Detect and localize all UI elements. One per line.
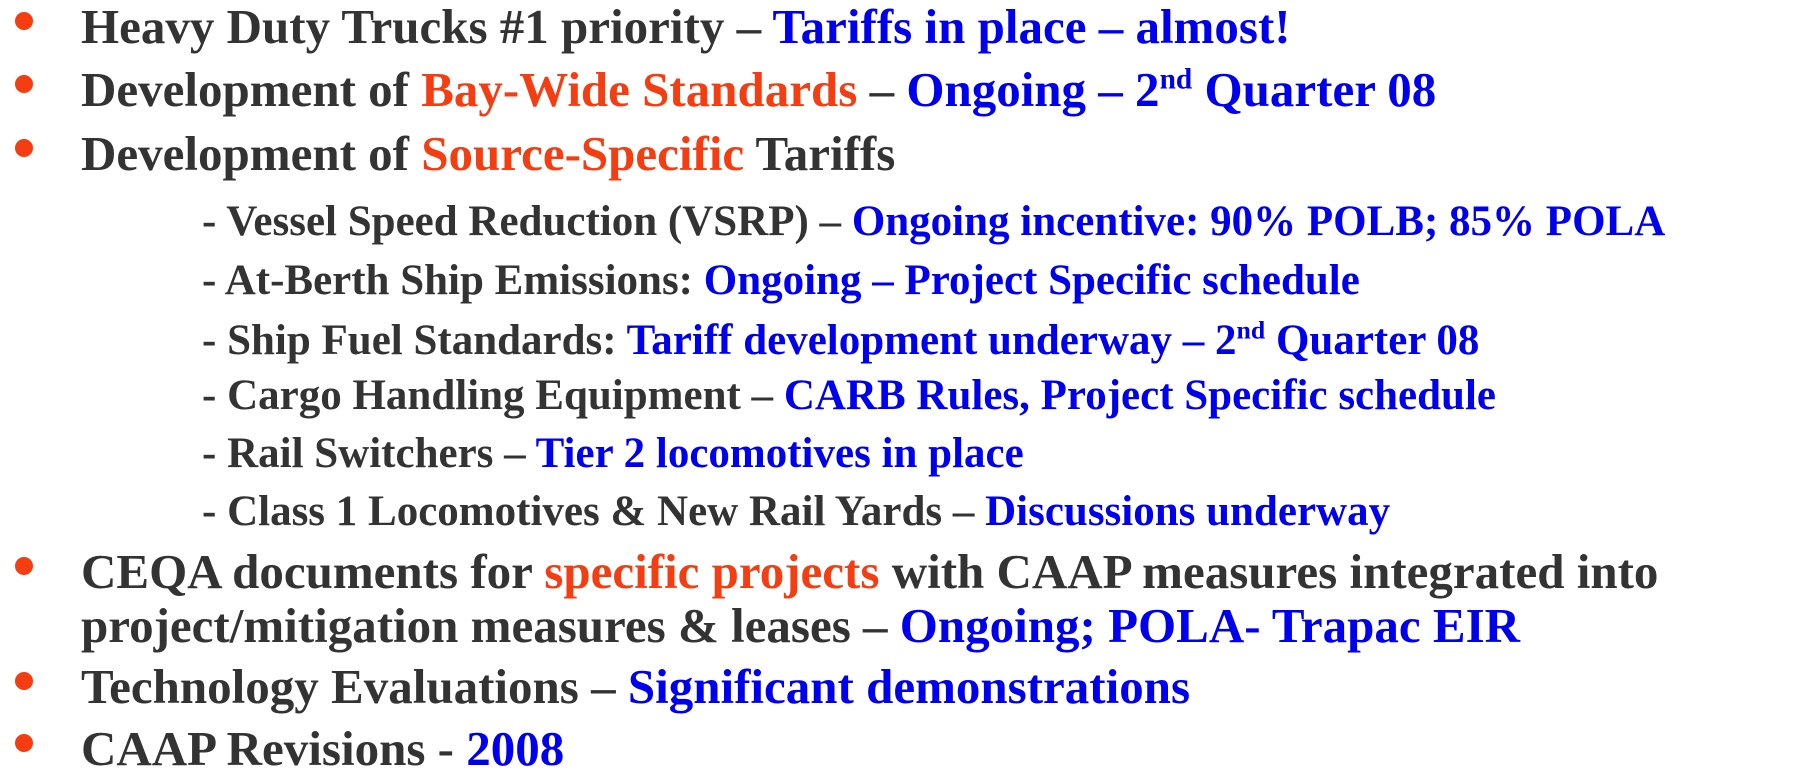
- text-segment: 2008: [466, 721, 565, 770]
- text-segment: Development of: [81, 126, 422, 181]
- text-segment: - Class 1 Locomotives & New Rail Yards –: [202, 488, 986, 535]
- text-segment: - Ship Fuel Standards:: [202, 317, 627, 364]
- text-segment: - Rail Switchers –: [202, 430, 536, 477]
- text-segment: Tariffs: [744, 126, 896, 181]
- text-segment: CEQA documents for: [81, 544, 545, 599]
- text-segment: Bay-Wide Standards: [421, 62, 858, 117]
- text-segment: Tariff development underway – 2: [626, 317, 1237, 364]
- text-segment: with CAAP measures integrated into proje…: [81, 544, 1659, 653]
- superscript: nd: [1236, 315, 1266, 345]
- bullet-dot: [15, 12, 33, 30]
- text-segment: CAAP Revisions -: [81, 721, 467, 770]
- text-segment: Quarter 08: [1265, 317, 1480, 364]
- text-segment: - Cargo Handling Equipment –: [202, 372, 784, 419]
- bullet-dot: [15, 672, 33, 690]
- bullet-item: Development of Bay-Wide Standards – Ongo…: [81, 63, 1436, 117]
- bullet-item: - Rail Switchers – Tier 2 locomotives in…: [202, 429, 1024, 479]
- text-segment: Development of: [81, 62, 422, 117]
- bullet-item: Heavy Duty Trucks #1 priority – Tariffs …: [81, 0, 1291, 54]
- bullet-item: - At-Berth Ship Emissions: Ongoing – Pro…: [202, 256, 1360, 306]
- bullet-item: - Class 1 Locomotives & New Rail Yards –…: [202, 487, 1390, 537]
- bullet-dot: [15, 139, 33, 157]
- bullet-dot: [15, 734, 33, 752]
- bullet-item: - Vessel Speed Reduction (VSRP) – Ongoin…: [202, 197, 1665, 247]
- text-segment: Ongoing – 2: [906, 62, 1160, 117]
- text-segment: Significant demonstrations: [627, 659, 1191, 714]
- text-segment: specific projects: [544, 544, 880, 599]
- bullet-dot: [15, 75, 33, 93]
- bullet-dot: [15, 557, 33, 575]
- text-segment: CARB Rules, Project Specific schedule: [783, 372, 1496, 419]
- text-segment: - At-Berth Ship Emissions:: [202, 257, 704, 304]
- bullet-item: CEQA documents for specific projects wit…: [81, 545, 1781, 653]
- bullet-item: Development of Source-Specific Tariffs: [81, 127, 895, 181]
- text-segment: Quarter 08: [1192, 62, 1437, 117]
- text-segment: Source-Specific: [421, 126, 745, 181]
- text-segment: Technology Evaluations –: [81, 659, 628, 714]
- text-segment: Ongoing; POLA- Trapac EIR: [899, 598, 1521, 653]
- text-segment: - Vessel Speed Reduction (VSRP) –: [202, 198, 852, 245]
- text-segment: Tariffs in place – almost!: [772, 0, 1291, 54]
- superscript: nd: [1159, 63, 1193, 96]
- bullet-item: - Cargo Handling Equipment – CARB Rules,…: [202, 371, 1496, 421]
- bullet-item: CAAP Revisions - 2008: [81, 722, 564, 770]
- text-segment: Tier 2 locomotives in place: [535, 430, 1024, 477]
- text-segment: Heavy Duty Trucks #1 priority –: [81, 0, 773, 54]
- bullet-item: Technology Evaluations – Significant dem…: [81, 660, 1190, 714]
- text-segment: –: [857, 62, 907, 117]
- text-segment: Ongoing incentive: 90% POLB; 85% POLA: [851, 198, 1666, 245]
- text-segment: Ongoing – Project Specific schedule: [703, 257, 1360, 304]
- bullet-item: - Ship Fuel Standards: Tariff developmen…: [202, 316, 1479, 366]
- text-segment: Discussions underway: [985, 488, 1391, 535]
